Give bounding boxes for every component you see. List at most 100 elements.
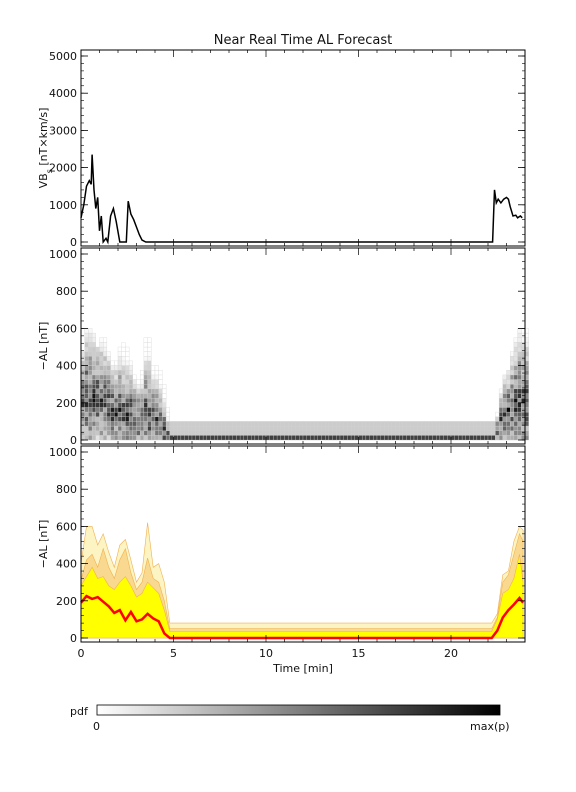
heatmap-cell [173, 435, 178, 441]
heatmap-cell [476, 421, 481, 427]
heatmap-cell [469, 421, 474, 427]
heatmap-cell [173, 425, 178, 431]
heatmap-cell [114, 360, 119, 366]
heatmap-cell [103, 435, 108, 441]
heatmap-cell [399, 435, 404, 441]
heatmap-cell [165, 435, 170, 441]
heatmap-cell [417, 430, 422, 436]
heatmap-cell [506, 393, 511, 399]
heatmap-cell [151, 411, 156, 417]
heatmap-cell [125, 351, 130, 357]
heatmap-cell [125, 379, 130, 385]
heatmap-cell [384, 425, 389, 431]
heatmap-cell [88, 374, 93, 380]
heatmap-cell [80, 425, 85, 431]
heatmap-cell [106, 430, 111, 436]
heatmap-cell [206, 435, 211, 441]
heatmap-cell [336, 425, 341, 431]
heatmap-cell [280, 430, 285, 436]
heatmap-cell [513, 351, 518, 357]
heatmap-cell [91, 365, 96, 371]
heatmap-cell [114, 379, 119, 385]
heatmap-cell [91, 370, 96, 376]
heatmap-cell [151, 421, 156, 427]
heatmap-cell [480, 430, 485, 436]
y-tick-label: 600 [56, 520, 77, 533]
heatmap-cell [484, 435, 489, 441]
x-tick-label: 15 [352, 647, 366, 660]
heatmap-cell [521, 388, 526, 394]
heatmap-cell [88, 397, 93, 403]
heatmap-cell [510, 360, 515, 366]
heatmap-cell [114, 397, 119, 403]
heatmap-cell [262, 430, 267, 436]
heatmap-cell [347, 435, 352, 441]
heatmap-cell [502, 384, 507, 390]
heatmap-cell [339, 421, 344, 427]
heatmap-cell [521, 370, 526, 376]
heatmap-cell [140, 435, 145, 441]
heatmap-cell [103, 370, 108, 376]
heatmap-cell [99, 393, 104, 399]
heatmap-cell [521, 411, 526, 417]
heatmap-cell [132, 407, 137, 413]
heatmap-cell [117, 430, 122, 436]
heatmap-cell [424, 425, 429, 431]
heatmap-cell [99, 374, 104, 380]
heatmap-cell [491, 425, 496, 431]
heatmap-cell [239, 435, 244, 441]
heatmap-cell [80, 397, 85, 403]
heatmap-cell [354, 421, 359, 427]
panel-vbs-ticks: 0 1000 2000 3000 4000 5000 [49, 50, 526, 249]
heatmap-cell [151, 425, 156, 431]
heatmap-cell [332, 421, 337, 427]
heatmap-cell [513, 356, 518, 362]
heatmap-cell [243, 430, 248, 436]
heatmap-cell [450, 425, 455, 431]
heatmap-cell [114, 425, 119, 431]
heatmap-cell [143, 356, 148, 362]
heatmap-cell [88, 346, 93, 352]
heatmap-cell [288, 425, 293, 431]
heatmap-cell [225, 421, 230, 427]
heatmap-cell [380, 425, 385, 431]
heatmap-cell [225, 425, 230, 431]
heatmap-cell [140, 384, 145, 390]
heatmap-cell [299, 435, 304, 441]
heatmap-cell [321, 421, 326, 427]
heatmap-cell [143, 416, 148, 422]
heatmap-cell [136, 379, 141, 385]
heatmap-cell [128, 393, 133, 399]
heatmap-cell [125, 407, 130, 413]
heatmap-cell [121, 379, 126, 385]
forecast-bands [80, 522, 525, 640]
heatmap-cell [147, 402, 152, 408]
heatmap-cell [524, 421, 529, 427]
heatmap-cell [410, 421, 415, 427]
heatmap-cell [125, 388, 130, 394]
heatmap-cell [103, 407, 108, 413]
heatmap-cell [373, 435, 378, 441]
heatmap-cell [99, 402, 104, 408]
heatmap-cell [151, 393, 156, 399]
heatmap-cell [95, 421, 100, 427]
heatmap-cell [384, 430, 389, 436]
heatmap-cell [502, 374, 507, 380]
heatmap-cell [443, 425, 448, 431]
heatmap-cell [447, 421, 452, 427]
heatmap-cell [143, 360, 148, 366]
heatmap-cell [80, 351, 85, 357]
heatmap-cell [177, 421, 182, 427]
heatmap-cell [84, 421, 89, 427]
heatmap-cell [106, 356, 111, 362]
heatmap-cell [251, 435, 256, 441]
heatmap-cell [91, 384, 96, 390]
heatmap-cell [321, 430, 326, 436]
heatmap-cell [117, 374, 122, 380]
heatmap-cell [202, 425, 207, 431]
heatmap-cell [424, 435, 429, 441]
heatmap-cell [513, 388, 518, 394]
heatmap-cell [128, 407, 133, 413]
heatmap-cell [103, 384, 108, 390]
heatmap-cell [347, 430, 352, 436]
